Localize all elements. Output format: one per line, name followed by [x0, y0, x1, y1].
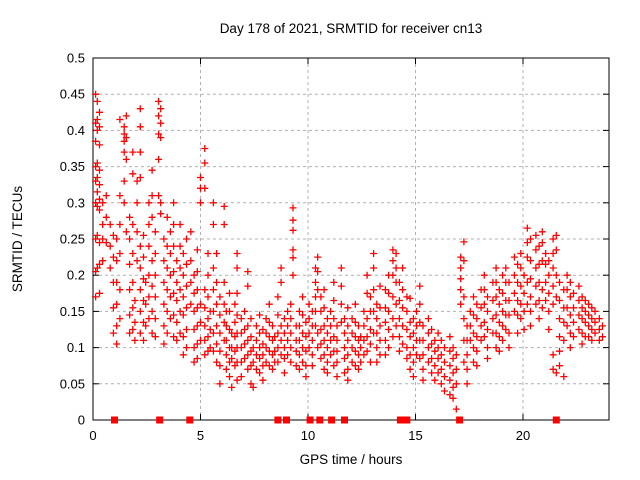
flagged-square: [403, 416, 411, 424]
flagged-square: [186, 416, 194, 424]
flagged-square: [306, 416, 314, 424]
x-tick-label: 10: [301, 428, 315, 443]
flagged-square: [341, 416, 348, 424]
y-tick-label: 0: [78, 413, 85, 428]
flagged-square: [552, 416, 560, 424]
x-tick-label: 20: [516, 428, 530, 443]
y-tick-label: 0.1: [67, 340, 85, 355]
y-axis-label: SRMTID / TECUs: [10, 186, 25, 293]
y-tick-label: 0.15: [60, 304, 85, 319]
y-tick-label: 0.35: [60, 159, 85, 174]
flagged-square: [111, 416, 118, 424]
flagged-square: [156, 416, 164, 424]
flagged-epoch-markers: [111, 416, 560, 424]
scatter-series: [92, 90, 606, 413]
flagged-square: [283, 416, 290, 424]
scatter-points: [92, 90, 606, 413]
x-tick-label: 15: [408, 428, 422, 443]
x-axis-label: GPS time / hours: [300, 452, 403, 467]
y-tick-label: 0.45: [60, 87, 85, 102]
x-tick-label: 0: [89, 428, 96, 443]
y-tick-label: 0.3: [67, 195, 85, 210]
x-tick-label: 5: [197, 428, 204, 443]
chart-title: Day 178 of 2021, SRMTID for receiver cn1…: [220, 21, 483, 36]
y-tick-label: 0.2: [67, 268, 85, 283]
tick-labels: 0 5 10 15 20 0 0.05 0.1 0.15 0.2 0.25 0.3 0.35 0.4 0.4…: [60, 51, 531, 444]
y-tick-label: 0.05: [60, 376, 85, 391]
y-tick-label: 0.5: [67, 51, 85, 66]
flagged-square: [316, 416, 324, 424]
flagged-square: [328, 416, 336, 424]
flagged-square: [274, 416, 282, 424]
flagged-square: [456, 416, 464, 424]
y-tick-label: 0.4: [67, 123, 85, 138]
y-tick-label: 0.25: [60, 232, 85, 247]
